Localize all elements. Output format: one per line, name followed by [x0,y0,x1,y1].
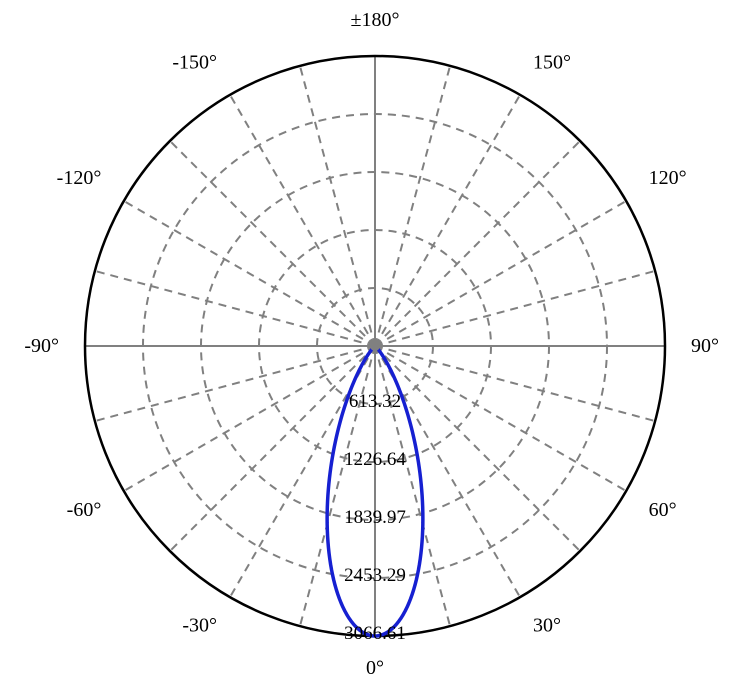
radial-label: 1839.97 [344,507,406,528]
radial-label: 613.32 [349,391,401,412]
radial-label: 2453.29 [344,565,406,586]
angle-label: -120° [57,167,102,189]
angle-label: -150° [172,51,217,73]
angle-label: ±180° [351,9,400,31]
angle-label: 90° [691,335,719,357]
angle-label: 60° [649,499,677,521]
angle-label: 150° [533,51,571,73]
polar-chart-svg: 613.32 1226.64 1839.97 2453.29 3066.61 -150° -… [0,0,741,692]
radial-label: 3066.61 [344,623,406,644]
angle-label: -30° [182,615,217,637]
angle-label: 0° [366,657,384,679]
radial-label: 1226.64 [344,449,406,470]
center-marker [370,341,380,351]
angle-label: 120° [649,167,687,189]
angle-label: -60° [67,499,102,521]
angle-label: -90° [24,335,59,357]
angle-label: 30° [533,615,561,637]
polar-chart: 613.32 1226.64 1839.97 2453.29 3066.61 -150° -… [0,0,741,692]
